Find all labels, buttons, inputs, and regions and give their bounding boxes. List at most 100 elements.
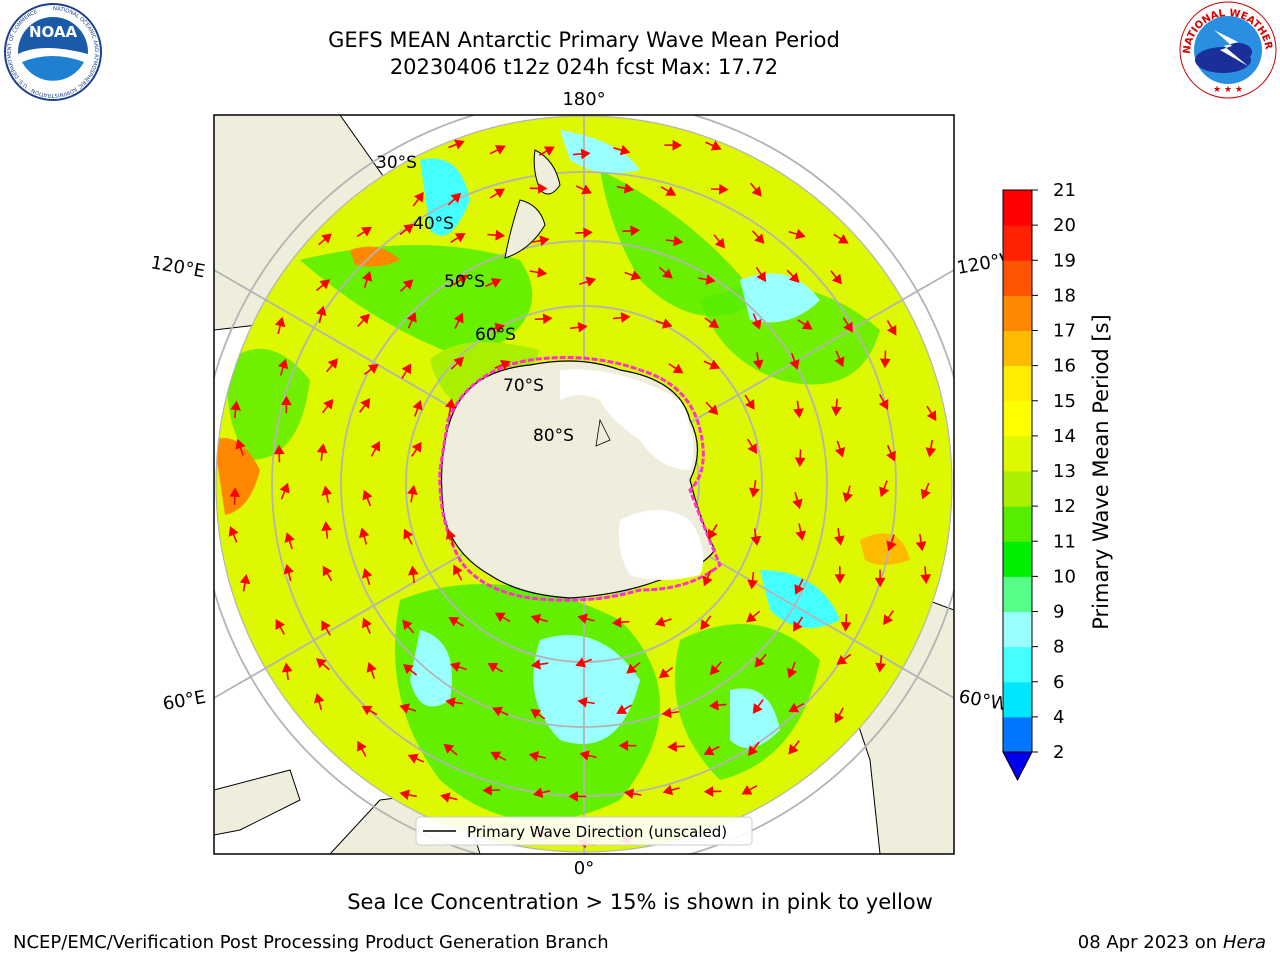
wave-arrow-icon (616, 182, 635, 194)
colorbar-segment (1003, 190, 1032, 226)
colorbar-segment (1003, 435, 1032, 472)
wave-arrow-icon (661, 707, 680, 719)
lat-label-50s: 50°S (444, 272, 485, 292)
lon-label-60e: 60°E (161, 687, 207, 715)
colorbar-segment (1003, 576, 1032, 612)
lon-label-60w: 60°W (957, 686, 1010, 715)
wave-arrow-icon (453, 274, 469, 286)
colorbar-segment (1003, 365, 1032, 402)
wave-arrow-icon (698, 274, 716, 285)
wave-arrow-icon (879, 480, 890, 498)
wave-arrow-icon (440, 792, 458, 803)
wave-arrow-icon (834, 350, 845, 368)
wave-arrow-icon (575, 184, 592, 195)
wave-arrow-icon (611, 616, 630, 628)
wave-arrow-icon (886, 534, 897, 552)
wave-arrow-icon (453, 564, 463, 581)
wave-arrow-icon (362, 617, 372, 635)
wave-arrow-icon (788, 740, 800, 755)
wave-direction-arrows (228, 139, 937, 849)
wave-arrow-icon (453, 312, 464, 329)
colorbar-tick-label: 2 (1053, 742, 1064, 763)
wave-arrow-icon (321, 620, 331, 636)
wave-arrow-icon (612, 312, 631, 323)
wave-arrow-icon (321, 398, 334, 414)
wave-arrow-icon (534, 313, 553, 325)
wave-arrow-icon (744, 394, 755, 410)
colorbar-under-triangle (1002, 751, 1033, 782)
colorbar-segment (1003, 681, 1032, 718)
wave-arrow-icon (279, 482, 290, 500)
wave-arrow-icon (532, 235, 550, 246)
wave-arrow-icon (747, 741, 760, 756)
wave-arrow-icon (875, 655, 886, 673)
wave-arrow-icon (407, 484, 418, 503)
wave-arrow-icon (703, 359, 720, 370)
wave-arrow-icon (530, 658, 549, 670)
lat-label-60s: 60°S (475, 325, 516, 345)
colorbar-segment (1003, 646, 1032, 683)
wave-arrow-icon (708, 524, 718, 540)
wave-arrow-icon (283, 563, 294, 582)
wave-arrow-icon (399, 789, 417, 801)
wave-arrow-icon (577, 696, 595, 708)
wave-arrow-icon (321, 521, 332, 539)
wave-arrow-icon (450, 356, 464, 370)
wave-arrow-icon (482, 784, 501, 796)
wave-arrow-icon (402, 619, 415, 634)
wave-arrow-icon (362, 568, 373, 586)
map-title: GEFS MEAN Antarctic Primary Wave Mean Pe… (328, 28, 840, 52)
colorbar: 2 4 6 8 9 10 11 12 13 14 15 16 17 18 19 20 21 (1002, 180, 1076, 782)
lat-label-80s: 80°S (533, 426, 574, 446)
footer-machine: Hera (1222, 932, 1266, 953)
wave-arrow-icon (489, 145, 506, 155)
wave-arrow-icon (618, 740, 637, 751)
wave-arrow-icon (834, 440, 846, 458)
wave-arrow-icon (665, 235, 684, 247)
wave-arrow-icon (752, 352, 764, 370)
wave-arrow-icon (315, 658, 330, 671)
wave-arrow-icon (359, 398, 371, 413)
wave-arrow-icon (833, 233, 849, 244)
footer-organization: NCEP/EMC/Verification Post Processing Pr… (13, 932, 609, 953)
map-frame (213, 114, 955, 855)
wave-arrow-icon (403, 528, 414, 545)
wave-arrow-icon (836, 653, 852, 665)
wave-arrow-icon (528, 751, 547, 762)
wave-arrow-icon (658, 266, 673, 279)
colorbar-tick-label: 20 (1053, 215, 1076, 236)
wave-arrow-icon (273, 444, 285, 463)
wave-arrow-icon (313, 693, 325, 711)
wave-arrow-icon (448, 139, 465, 150)
wave-arrow-icon (494, 612, 511, 623)
colorbar-tick-label: 21 (1053, 180, 1076, 201)
colorbar-segment (1003, 541, 1032, 577)
wave-arrow-icon (623, 788, 642, 799)
wave-arrow-icon (358, 527, 370, 545)
wave-arrow-icon (568, 791, 587, 802)
colorbar-tick-label: 18 (1053, 285, 1076, 306)
wave-arrow-icon (361, 271, 373, 289)
wave-arrow-icon (487, 229, 506, 241)
colorbar-tick-label: 13 (1053, 461, 1076, 482)
wave-arrow-icon (530, 613, 548, 625)
wave-arrow-icon (448, 617, 464, 627)
map-legend: Primary Wave Direction (unscaled) (415, 816, 753, 846)
colorbar-segment (1003, 225, 1032, 261)
wave-arrow-icon (741, 785, 758, 795)
wave-arrow-icon (370, 440, 381, 457)
wave-arrow-icon (450, 233, 466, 244)
wave-arrow-icon (575, 657, 593, 668)
wave-arrow-icon (788, 702, 805, 713)
colorbar-segment (1003, 506, 1032, 542)
wave-arrow-icon (316, 279, 331, 292)
wave-arrow-icon (668, 363, 684, 374)
colorbar-tick-label: 8 (1053, 637, 1064, 658)
wave-arrow-icon (703, 786, 722, 797)
wave-arrow-icon (447, 192, 462, 206)
wave-arrow-icon (874, 569, 886, 588)
wave-arrow-icon (532, 787, 551, 798)
wave-arrow-icon (281, 395, 292, 414)
wave-arrow-icon (834, 707, 845, 724)
